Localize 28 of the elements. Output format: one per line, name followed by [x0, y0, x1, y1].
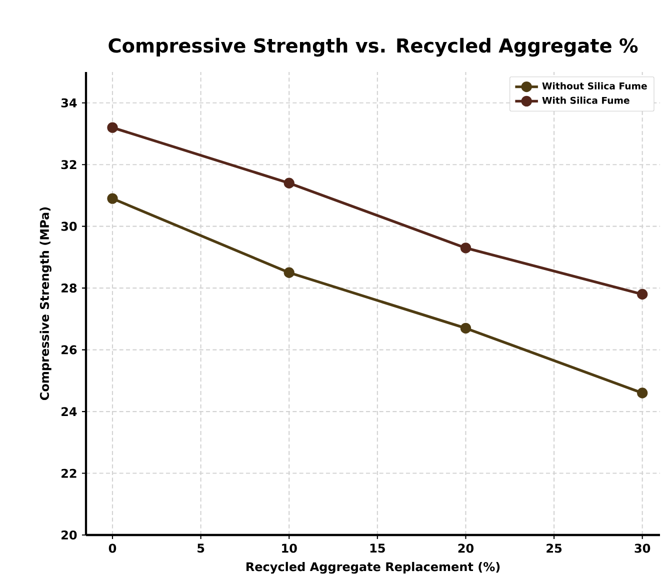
- point: [460, 322, 472, 334]
- y-tick-label: 20: [62, 530, 77, 540]
- point: [637, 388, 648, 398]
- point: [107, 193, 118, 204]
- point: [284, 178, 294, 188]
- y-tick-label: 30: [61, 222, 77, 231]
- x-tick-label: 30: [634, 544, 650, 553]
- y-tick-label: 22: [62, 468, 76, 478]
- legend-label: Without Silica Fume: [542, 82, 647, 90]
- y-tick-label: 34: [61, 98, 77, 108]
- x-tick-label: 5: [198, 544, 204, 553]
- x-tick-label: 0: [108, 544, 116, 553]
- x-tick-label: 20: [458, 544, 474, 553]
- y-tick-label: 26: [62, 345, 77, 354]
- legend-label: With Silica Fume: [542, 96, 630, 104]
- point: [284, 267, 294, 278]
- y-axis-title: Compressive Strength (MPa): [40, 207, 52, 400]
- chart-title: Compressive Strength vs. Recycled Aggregate %: [108, 38, 638, 57]
- point: [637, 288, 648, 300]
- y-tick-label: 28: [62, 284, 77, 293]
- x-tick-label: 10: [282, 544, 297, 553]
- point: [107, 122, 118, 133]
- x-tick-label: 15: [370, 544, 385, 553]
- x-axis-title: Recycled Aggregate Replacement (%): [246, 562, 500, 574]
- y-tick-label: 32: [61, 160, 76, 170]
- point: [460, 242, 472, 254]
- y-tick-label: 24: [62, 407, 77, 416]
- x-tick-label: 25: [546, 544, 562, 553]
